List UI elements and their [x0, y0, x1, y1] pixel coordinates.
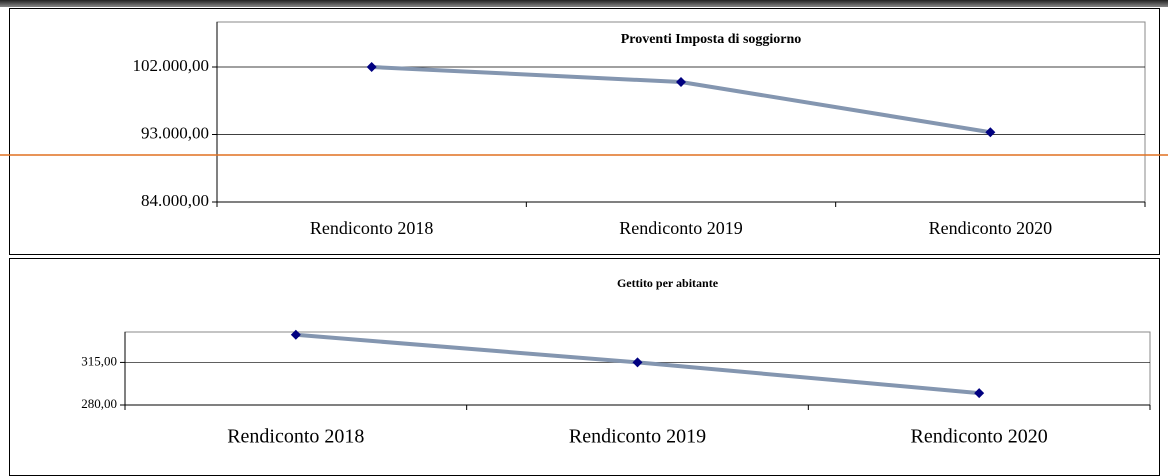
plot-area: [124, 331, 1151, 406]
data-point: [290, 329, 301, 340]
y-tick-label: 93.000,00: [141, 123, 209, 142]
x-tick-label: Rendiconto 2019: [569, 426, 706, 448]
x-tick-label: Rendiconto 2018: [310, 218, 434, 238]
data-point: [985, 127, 996, 138]
top-bar: [0, 0, 1168, 7]
chart-title: Gettito per abitante: [617, 276, 719, 290]
x-tick-label: Rendiconto 2020: [911, 426, 1048, 448]
series-line: [371, 65, 991, 135]
data-point: [632, 357, 643, 368]
x-tick-label: Rendiconto 2020: [929, 218, 1053, 238]
data-point: [676, 77, 686, 87]
y-tick-label: 280,00: [81, 396, 117, 411]
data-point: [366, 62, 377, 72]
x-tick-label: Rendiconto 2019: [619, 218, 743, 238]
data-point: [974, 388, 985, 399]
y-tick-label: 315,00: [81, 353, 117, 368]
chart-frame: [9, 8, 1160, 255]
y-tick-label: 102.000,00: [133, 56, 210, 75]
chart-title: Proventi Imposta di soggiorno: [621, 32, 802, 47]
x-tick-label: Rendiconto 2018: [227, 426, 364, 448]
plot-area: [216, 21, 1146, 203]
y-tick-label: 84.000,00: [141, 191, 209, 210]
